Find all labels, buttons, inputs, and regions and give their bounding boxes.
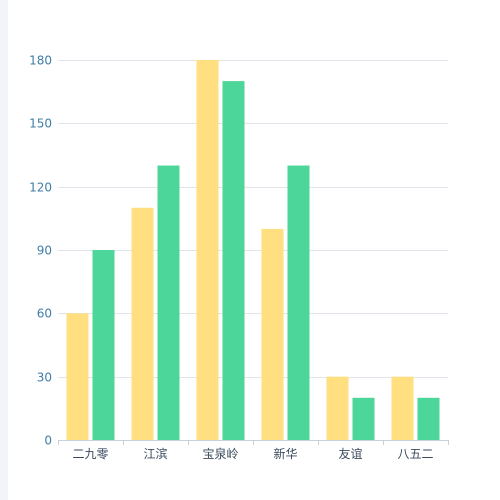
y-tick-label: 180 [29,54,52,68]
x-category-label: 友谊 [338,446,362,461]
bar-series2-0[interactable] [92,250,115,440]
bar-series1-2[interactable] [196,60,219,440]
x-category-label: 八五二 [397,447,433,461]
bar-series1-3[interactable] [261,228,284,440]
y-tick-label: 0 [44,434,52,448]
x-category-label: 宝泉岭 [202,447,238,461]
bar-series1-4[interactable] [326,376,349,440]
bar-series2-3[interactable] [287,165,310,441]
x-category-label: 二九零 [72,447,108,461]
bar-series1-0[interactable] [66,313,89,440]
bar-series2-2[interactable] [222,81,245,440]
bar-series2-5[interactable] [417,397,440,440]
bar-series1-5[interactable] [391,376,414,440]
x-category-label: 新华 [273,446,297,461]
y-tick-label: 150 [29,117,52,131]
y-tick-label: 60 [37,307,52,321]
y-tick-label: 120 [29,181,52,195]
label-layer: 0 30 60 90 120 150 180 二九零 江滨 宝泉岭 新华 友谊 八五二 [29,54,433,462]
bar-series2-1[interactable] [157,165,180,441]
bar-series2-4[interactable] [352,397,375,440]
grid-layer [58,60,449,445]
bar-series1-1[interactable] [131,207,154,440]
y-tick-label: 30 [37,371,52,385]
y-tick-label: 90 [37,244,52,258]
x-category-label: 江滨 [143,446,167,461]
bar-layer [66,60,440,441]
